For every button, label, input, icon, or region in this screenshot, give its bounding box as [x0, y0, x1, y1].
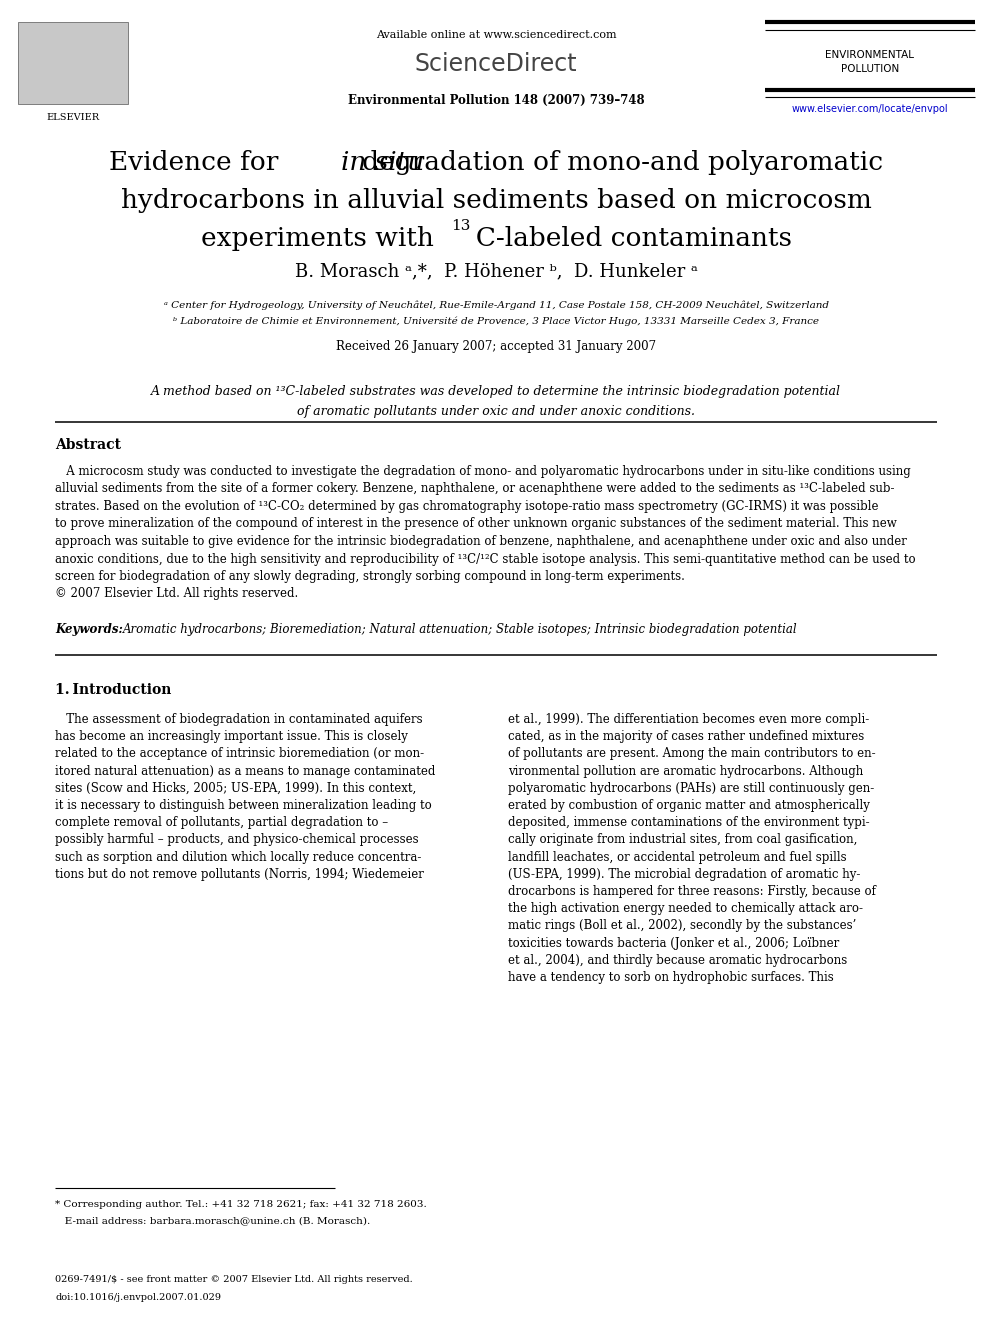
Text: Abstract: Abstract — [55, 438, 121, 452]
Text: ELSEVIER: ELSEVIER — [47, 112, 99, 122]
Text: 0269-7491/$ - see front matter © 2007 Elsevier Ltd. All rights reserved.: 0269-7491/$ - see front matter © 2007 El… — [55, 1275, 413, 1285]
Text: POLLUTION: POLLUTION — [841, 64, 899, 74]
Text: Available online at www.sciencedirect.com: Available online at www.sciencedirect.co… — [376, 30, 616, 40]
Text: in situ: in situ — [341, 149, 425, 175]
Text: the high activation energy needed to chemically attack aro-: the high activation energy needed to che… — [508, 902, 863, 916]
Text: 1. Introduction: 1. Introduction — [55, 683, 172, 697]
Text: polyaromatic hydrocarbons (PAHs) are still continuously gen-: polyaromatic hydrocarbons (PAHs) are sti… — [508, 782, 874, 795]
Text: complete removal of pollutants, partial degradation to –: complete removal of pollutants, partial … — [55, 816, 388, 830]
Text: Keywords:: Keywords: — [55, 623, 127, 636]
Text: to prove mineralization of the compound of interest in the presence of other unk: to prove mineralization of the compound … — [55, 517, 897, 531]
Text: ᵇ Laboratoire de Chimie et Environnement, Université de Provence, 3 Place Victor: ᵇ Laboratoire de Chimie et Environnement… — [173, 318, 819, 327]
Text: it is necessary to distinguish between mineralization leading to: it is necessary to distinguish between m… — [55, 799, 432, 812]
Text: have a tendency to sorb on hydrophobic surfaces. This: have a tendency to sorb on hydrophobic s… — [508, 971, 833, 984]
Text: deposited, immense contaminations of the environment typi-: deposited, immense contaminations of the… — [508, 816, 870, 830]
Text: landfill leachates, or accidental petroleum and fuel spills: landfill leachates, or accidental petrol… — [508, 851, 846, 864]
Text: drocarbons is hampered for three reasons: Firstly, because of: drocarbons is hampered for three reasons… — [508, 885, 876, 898]
Text: ScienceDirect: ScienceDirect — [415, 52, 577, 75]
Text: ENVIRONMENTAL: ENVIRONMENTAL — [825, 50, 915, 60]
Text: www.elsevier.com/locate/envpol: www.elsevier.com/locate/envpol — [792, 105, 948, 114]
Text: ᵃ Center for Hydrogeology, University of Neuchâtel, Rue-Emile-Argand 11, Case Po: ᵃ Center for Hydrogeology, University of… — [164, 300, 828, 310]
Text: cated, as in the majority of cases rather undefined mixtures: cated, as in the majority of cases rathe… — [508, 730, 864, 744]
Text: et al., 1999). The differentiation becomes even more compli-: et al., 1999). The differentiation becom… — [508, 713, 869, 726]
Text: et al., 2004), and thirdly because aromatic hydrocarbons: et al., 2004), and thirdly because aroma… — [508, 954, 847, 967]
Text: vironmental pollution are aromatic hydrocarbons. Although: vironmental pollution are aromatic hydro… — [508, 765, 863, 778]
Text: has become an increasingly important issue. This is closely: has become an increasingly important iss… — [55, 730, 408, 744]
Text: sites (Scow and Hicks, 2005; US-EPA, 1999). In this context,: sites (Scow and Hicks, 2005; US-EPA, 199… — [55, 782, 417, 795]
Text: itored natural attenuation) as a means to manage contaminated: itored natural attenuation) as a means t… — [55, 765, 435, 778]
Text: related to the acceptance of intrinsic bioremediation (or mon-: related to the acceptance of intrinsic b… — [55, 747, 425, 761]
Text: anoxic conditions, due to the high sensitivity and reproducibility of ¹³C/¹²C st: anoxic conditions, due to the high sensi… — [55, 553, 916, 565]
Text: matic rings (Boll et al., 2002), secondly by the substances’: matic rings (Boll et al., 2002), secondl… — [508, 919, 856, 933]
Text: A method based on ¹³C-labeled substrates was developed to determine the intrinsi: A method based on ¹³C-labeled substrates… — [151, 385, 841, 398]
Text: Environmental Pollution 148 (2007) 739–748: Environmental Pollution 148 (2007) 739–7… — [347, 94, 645, 107]
Text: erated by combustion of organic matter and atmospherically: erated by combustion of organic matter a… — [508, 799, 870, 812]
Text: hydrocarbons in alluvial sediments based on microcosm: hydrocarbons in alluvial sediments based… — [121, 188, 871, 213]
Text: doi:10.1016/j.envpol.2007.01.029: doi:10.1016/j.envpol.2007.01.029 — [55, 1293, 221, 1302]
Text: Evidence for          degradation of mono-and polyaromatic: Evidence for degradation of mono-and pol… — [109, 149, 883, 175]
Text: The assessment of biodegradation in contaminated aquifers: The assessment of biodegradation in cont… — [55, 713, 423, 726]
Text: 13: 13 — [451, 220, 470, 233]
Text: tions but do not remove pollutants (Norris, 1994; Wiedemeier: tions but do not remove pollutants (Norr… — [55, 868, 424, 881]
Bar — [18, 22, 128, 105]
Text: cally originate from industrial sites, from coal gasification,: cally originate from industrial sites, f… — [508, 833, 857, 847]
Text: experiments with     C-labeled contaminants: experiments with C-labeled contaminants — [200, 226, 792, 251]
Text: screen for biodegradation of any slowly degrading, strongly sorbing compound in : screen for biodegradation of any slowly … — [55, 570, 684, 583]
Text: approach was suitable to give evidence for the intrinsic biodegradation of benze: approach was suitable to give evidence f… — [55, 534, 907, 548]
Text: alluvial sediments from the site of a former cokery. Benzene, naphthalene, or ac: alluvial sediments from the site of a fo… — [55, 483, 895, 496]
Text: * Corresponding author. Tel.: +41 32 718 2621; fax: +41 32 718 2603.: * Corresponding author. Tel.: +41 32 718… — [55, 1200, 427, 1209]
Text: Aromatic hydrocarbons; Bioremediation; Natural attenuation; Stable isotopes; Int: Aromatic hydrocarbons; Bioremediation; N… — [123, 623, 798, 636]
Text: E-mail address: barbara.morasch@unine.ch (B. Morasch).: E-mail address: barbara.morasch@unine.ch… — [55, 1216, 370, 1225]
Text: toxicities towards bacteria (Jonker et al., 2006; Loïbner: toxicities towards bacteria (Jonker et a… — [508, 937, 839, 950]
Text: (US-EPA, 1999). The microbial degradation of aromatic hy-: (US-EPA, 1999). The microbial degradatio… — [508, 868, 860, 881]
Text: Received 26 January 2007; accepted 31 January 2007: Received 26 January 2007; accepted 31 Ja… — [336, 340, 656, 353]
Text: © 2007 Elsevier Ltd. All rights reserved.: © 2007 Elsevier Ltd. All rights reserved… — [55, 587, 299, 601]
Text: possibly harmful – products, and physico-chemical processes: possibly harmful – products, and physico… — [55, 833, 419, 847]
Text: A microcosm study was conducted to investigate the degradation of mono- and poly: A microcosm study was conducted to inves… — [55, 464, 911, 478]
Text: such as sorption and dilution which locally reduce concentra-: such as sorption and dilution which loca… — [55, 851, 422, 864]
Text: B. Morasch ᵃ,*,  P. Höhener ᵇ,  D. Hunkeler ᵃ: B. Morasch ᵃ,*, P. Höhener ᵇ, D. Hunkele… — [295, 262, 697, 280]
Text: of aromatic pollutants under oxic and under anoxic conditions.: of aromatic pollutants under oxic and un… — [297, 405, 695, 418]
Text: strates. Based on the evolution of ¹³C-CO₂ determined by gas chromatography isot: strates. Based on the evolution of ¹³C-C… — [55, 500, 879, 513]
Text: of pollutants are present. Among the main contributors to en-: of pollutants are present. Among the mai… — [508, 747, 876, 761]
